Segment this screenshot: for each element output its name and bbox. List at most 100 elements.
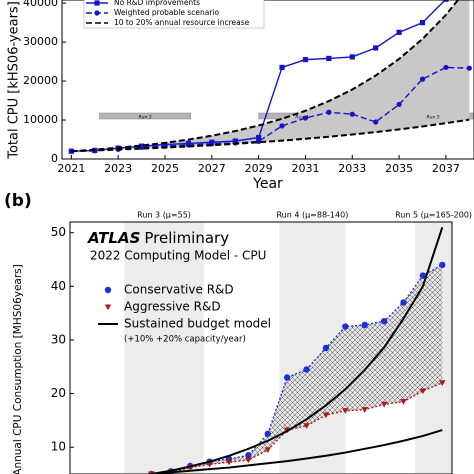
- marker: [256, 138, 262, 145]
- marker: [322, 412, 330, 419]
- marker: [466, 65, 472, 71]
- marker: [245, 452, 252, 459]
- marker: [104, 304, 112, 311]
- y-tick-label: 10000: [23, 113, 58, 126]
- marker: [279, 123, 285, 129]
- marker: [439, 380, 446, 387]
- marker: [419, 272, 427, 279]
- atlas-status: Preliminary: [144, 229, 229, 247]
- marker: [419, 20, 426, 26]
- marker: [326, 55, 332, 62]
- marker: [373, 119, 379, 125]
- run-label: Run 4: [295, 115, 308, 121]
- marker: [245, 457, 252, 464]
- y-tick-label: 10: [51, 440, 66, 454]
- marker: [439, 261, 446, 269]
- marker: [400, 299, 407, 306]
- marker: [264, 430, 271, 437]
- run-label: Run 5 (μ=165-200): [395, 211, 472, 220]
- marker: [373, 45, 379, 51]
- x-tick-label: 2029: [245, 162, 273, 175]
- x-tick-label: 2021: [57, 162, 85, 175]
- x-tick-label: 2037: [432, 162, 460, 175]
- hatch-fill: [151, 264, 443, 474]
- y-tick-label: 0: [51, 152, 58, 165]
- series-line: [151, 382, 443, 474]
- run-label: Run 4 (μ=88-140): [276, 211, 348, 220]
- plot-frame: [61, 0, 474, 160]
- y-tick-label: 30: [51, 332, 66, 346]
- marker: [443, 64, 449, 71]
- marker: [419, 388, 427, 395]
- marker: [94, 10, 100, 16]
- marker: [349, 111, 355, 117]
- series-line: [71, 118, 470, 153]
- marker: [400, 399, 407, 405]
- marker: [380, 317, 388, 325]
- marker: [302, 115, 309, 121]
- legend-label: Conservative R&D: [124, 283, 234, 297]
- x-tick-label: 2031: [291, 162, 319, 175]
- marker: [349, 54, 355, 60]
- marker: [326, 109, 332, 115]
- run-label: Run 3 (μ=55): [137, 211, 191, 220]
- marker: [419, 76, 426, 82]
- marker: [361, 321, 368, 329]
- y-tick-label: 50: [51, 225, 66, 239]
- legend-label: 10 to 20% annual resource increase: [114, 18, 250, 27]
- y-tick-label: 40: [51, 279, 66, 293]
- run-label: Run 5: [426, 115, 439, 121]
- marker: [283, 374, 291, 381]
- legend-note: (+10% +20% capacity/year): [124, 335, 246, 345]
- marker: [342, 408, 349, 414]
- marker: [443, 0, 449, 2]
- y-tick-label: 20: [51, 386, 66, 400]
- legend-label: No R&D improvements: [114, 0, 200, 7]
- marker: [396, 101, 402, 108]
- legend-label: Sustained budget model: [124, 317, 271, 331]
- marker: [94, 0, 100, 6]
- marker: [206, 461, 213, 468]
- legend-label: Aggressive R&D: [124, 300, 221, 314]
- run-bar: [99, 112, 191, 120]
- marker: [361, 407, 368, 413]
- plot-area: [124, 222, 452, 474]
- band-fill: [71, 0, 470, 152]
- x-tick-label: 2033: [338, 162, 366, 175]
- x-axis-label: Year: [252, 176, 283, 192]
- x-tick-label: 2035: [385, 162, 413, 175]
- y-axis-label: Annual CPU Consumption [MHS06years]: [12, 264, 24, 474]
- marker: [303, 366, 310, 373]
- y-tick-label: 40000: [23, 0, 58, 9]
- series-line: [71, 0, 460, 153]
- marker: [302, 57, 309, 63]
- marker: [322, 344, 330, 352]
- plot-area: [68, 0, 474, 154]
- run-band: [124, 222, 204, 474]
- run-label: Run 3: [139, 115, 152, 121]
- atlas-label: ATLAS: [87, 229, 140, 247]
- panel-label: (b): [4, 191, 32, 211]
- marker: [225, 459, 233, 466]
- marker: [264, 447, 271, 454]
- x-tick-label: 2023: [104, 162, 132, 175]
- marker: [256, 134, 262, 141]
- series-line: [151, 429, 443, 474]
- legend-box: [83, 0, 265, 29]
- x-tick-label: 2027: [198, 162, 226, 175]
- marker: [380, 401, 388, 408]
- y-tick-label: 30000: [23, 35, 58, 48]
- x-tick-label: 2025: [151, 162, 179, 175]
- marker: [303, 423, 310, 429]
- marker: [279, 64, 285, 71]
- series-line: [151, 227, 444, 474]
- legend-label: Weighted probable scenario: [114, 8, 220, 17]
- marker: [104, 286, 112, 294]
- y-tick-label: 20000: [23, 74, 58, 87]
- series-line: [71, 66, 470, 152]
- plot-frame: [69, 221, 453, 474]
- subtitle: 2022 Computing Model - CPU: [90, 249, 266, 263]
- atlas-title: ATLAS Preliminary: [87, 229, 229, 247]
- y-axis-label: Total CPU [kHS06-years]: [7, 1, 22, 160]
